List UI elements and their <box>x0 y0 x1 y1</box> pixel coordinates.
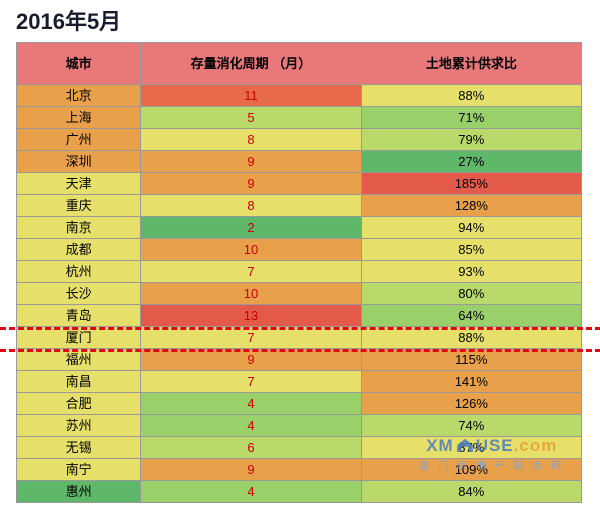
col-city: 城市 <box>17 43 141 85</box>
cell-cycle: 13 <box>141 305 361 327</box>
cell-city: 青岛 <box>17 305 141 327</box>
cell-ratio: 79% <box>361 129 581 151</box>
cell-ratio: 185% <box>361 173 581 195</box>
heatmap-table: 城市 存量消化周期 （月） 土地累计供求比 北京1188%上海571%广州879… <box>16 42 582 503</box>
cell-cycle: 7 <box>141 327 361 349</box>
cell-cycle: 9 <box>141 173 361 195</box>
cell-cycle: 7 <box>141 371 361 393</box>
cell-ratio: 115% <box>361 349 581 371</box>
cell-city: 惠州 <box>17 481 141 503</box>
table-row: 长沙1080% <box>17 283 582 305</box>
cell-cycle: 10 <box>141 283 361 305</box>
table-row: 天津9185% <box>17 173 582 195</box>
table-row: 合肥4126% <box>17 393 582 415</box>
cell-city: 合肥 <box>17 393 141 415</box>
table-row: 南昌7141% <box>17 371 582 393</box>
cell-cycle: 8 <box>141 195 361 217</box>
cell-ratio: 93% <box>361 261 581 283</box>
cell-ratio: 141% <box>361 371 581 393</box>
table-row: 无锡687% <box>17 437 582 459</box>
cell-city: 无锡 <box>17 437 141 459</box>
cell-ratio: 71% <box>361 107 581 129</box>
cell-ratio: 88% <box>361 85 581 107</box>
cell-cycle: 4 <box>141 393 361 415</box>
highlight-dash-top <box>0 327 600 330</box>
cell-city: 广州 <box>17 129 141 151</box>
cell-city: 上海 <box>17 107 141 129</box>
cell-city: 苏州 <box>17 415 141 437</box>
cell-city: 天津 <box>17 173 141 195</box>
cell-ratio: 88% <box>361 327 581 349</box>
cell-ratio: 80% <box>361 283 581 305</box>
cell-cycle: 6 <box>141 437 361 459</box>
table-row: 苏州474% <box>17 415 582 437</box>
cell-city: 长沙 <box>17 283 141 305</box>
cell-city: 重庆 <box>17 195 141 217</box>
table-row: 福州9115% <box>17 349 582 371</box>
cell-city: 南昌 <box>17 371 141 393</box>
cell-city: 成都 <box>17 239 141 261</box>
table-header-row: 城市 存量消化周期 （月） 土地累计供求比 <box>17 43 582 85</box>
cell-ratio: 85% <box>361 239 581 261</box>
cell-cycle: 8 <box>141 129 361 151</box>
cell-ratio: 128% <box>361 195 581 217</box>
cell-cycle: 4 <box>141 481 361 503</box>
cell-city: 北京 <box>17 85 141 107</box>
cell-city: 深圳 <box>17 151 141 173</box>
table-row: 青岛1364% <box>17 305 582 327</box>
table-row: 杭州793% <box>17 261 582 283</box>
highlight-dash-bottom <box>0 349 600 352</box>
table-row: 深圳927% <box>17 151 582 173</box>
cell-ratio: 87% <box>361 437 581 459</box>
table-row: 惠州484% <box>17 481 582 503</box>
cell-ratio: 126% <box>361 393 581 415</box>
cell-cycle: 4 <box>141 415 361 437</box>
cell-city: 福州 <box>17 349 141 371</box>
cell-ratio: 94% <box>361 217 581 239</box>
cell-city: 厦门 <box>17 327 141 349</box>
cell-cycle: 2 <box>141 217 361 239</box>
cell-city: 南宁 <box>17 459 141 481</box>
table-row: 南京294% <box>17 217 582 239</box>
cell-cycle: 5 <box>141 107 361 129</box>
table-row: 北京1188% <box>17 85 582 107</box>
cell-cycle: 7 <box>141 261 361 283</box>
table-row: 重庆8128% <box>17 195 582 217</box>
col-cycle: 存量消化周期 （月） <box>141 43 361 85</box>
cell-ratio: 27% <box>361 151 581 173</box>
table-row: 成都1085% <box>17 239 582 261</box>
cell-ratio: 74% <box>361 415 581 437</box>
table-row: 广州879% <box>17 129 582 151</box>
table-row: 上海571% <box>17 107 582 129</box>
cell-cycle: 11 <box>141 85 361 107</box>
cell-cycle: 10 <box>141 239 361 261</box>
table-row: 南宁9109% <box>17 459 582 481</box>
page-title: 2016年5月 <box>16 4 582 36</box>
cell-ratio: 109% <box>361 459 581 481</box>
table-row: 厦门788% <box>17 327 582 349</box>
cell-city: 南京 <box>17 217 141 239</box>
cell-ratio: 84% <box>361 481 581 503</box>
cell-cycle: 9 <box>141 459 361 481</box>
col-ratio: 土地累计供求比 <box>361 43 581 85</box>
cell-ratio: 64% <box>361 305 581 327</box>
cell-cycle: 9 <box>141 349 361 371</box>
cell-cycle: 9 <box>141 151 361 173</box>
cell-city: 杭州 <box>17 261 141 283</box>
